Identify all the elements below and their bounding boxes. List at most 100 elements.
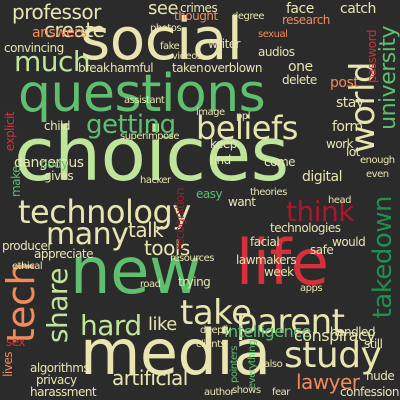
word-harmful: harmful (110, 61, 154, 75)
word-image: image (196, 107, 225, 118)
word-even: even (366, 169, 389, 180)
word-body: body (40, 157, 68, 171)
word-audios: audios (258, 45, 295, 59)
word-much: much (14, 45, 91, 78)
word-fake: fake (160, 41, 180, 52)
word-convincing: convincing (4, 41, 64, 55)
word-lawyer: lawyer (296, 370, 360, 394)
word-theories: theories (250, 187, 287, 198)
word-form: form (332, 119, 363, 135)
word-life: life (236, 226, 329, 299)
word-appreciate: appreciate (34, 247, 94, 261)
word-photos: photos (150, 23, 182, 34)
word-producer: producer (2, 239, 52, 253)
word-handled: handled (330, 325, 376, 339)
word-assistant: assistant (124, 95, 165, 106)
word-apps: apps (300, 283, 323, 294)
word-research: research (282, 13, 330, 27)
word-nude: nude (366, 369, 395, 383)
word-sexual: sexual (258, 29, 288, 40)
word-post: post (330, 75, 359, 91)
word-enough: enough (360, 155, 395, 166)
word-come: come (264, 155, 296, 169)
word-study: study (284, 335, 382, 376)
word-break: break (78, 61, 110, 75)
word-ppl: ppl (236, 111, 250, 122)
word-child: child (44, 119, 71, 133)
word-lives: lives (1, 352, 15, 377)
word-easy: easy (196, 187, 223, 201)
word-privacy: privacy (36, 373, 77, 387)
word-degree: degree (232, 11, 265, 22)
word-new: new (70, 235, 201, 309)
word-like: like (148, 314, 177, 335)
word-superimpose: superimpose (120, 131, 180, 142)
word-resources: resources (170, 253, 214, 264)
word-intelligence: intelligence (224, 322, 311, 341)
word-getting: getting (86, 110, 176, 140)
word-thought: thought (174, 9, 218, 23)
word-take: take (180, 293, 252, 333)
word-media: media (80, 316, 271, 389)
word-clients: clients (196, 339, 226, 350)
word-videos: videos (172, 51, 202, 62)
word-choices: choices (14, 112, 289, 198)
word-fear: fear (272, 387, 290, 398)
word-takedown: takedown (368, 196, 398, 319)
word-ethical: ethical (12, 261, 43, 272)
word-overblown: overblown (204, 61, 262, 75)
word-stay: stay (336, 95, 364, 111)
word-recognition: recognition (173, 188, 187, 251)
word-tools: tools (144, 236, 190, 260)
word-catch: catch (340, 1, 376, 17)
word-taken: taken (172, 61, 204, 75)
word-hard: hard (80, 309, 142, 342)
word-writer: writer (208, 37, 241, 51)
word-would: would (332, 235, 366, 249)
word-road: road (140, 279, 161, 290)
word-work: work (326, 137, 354, 151)
word-facial: facial (250, 235, 280, 249)
word-one: one (288, 59, 313, 75)
word-still: still (364, 337, 383, 351)
word-technology: technology (18, 193, 191, 231)
word-shows: shows (232, 385, 261, 396)
word-delete: delete (282, 73, 317, 87)
word-pointers: pointers (229, 346, 240, 383)
word-digital: digital (302, 169, 343, 185)
word-many: many (46, 217, 129, 252)
word-conspiracy: conspiracy (294, 326, 376, 345)
word-beliefs: beliefs (196, 109, 298, 147)
word-find: find (210, 153, 231, 167)
word-week: week (264, 265, 294, 279)
word-algorithms: algorithms (30, 361, 90, 375)
word-password: password (365, 30, 379, 83)
word-also: also (264, 359, 283, 370)
word-lawmakers: lawmakers (236, 253, 297, 267)
word-see: see (148, 0, 179, 19)
word-confession: confession (340, 385, 399, 399)
word-head: head (328, 195, 351, 206)
word-answers: answers (32, 25, 87, 41)
word-talk: talk (128, 218, 164, 242)
word-face: face (286, 1, 314, 17)
word-safe: safe (310, 243, 334, 257)
word-university: university (376, 26, 400, 130)
word-everything: everything (247, 340, 258, 389)
word-keep: keep (210, 137, 237, 151)
word-technologies: technologies (270, 221, 341, 235)
word-questions: questions (18, 64, 266, 124)
word-deeply: deeply (200, 325, 231, 336)
word-trying: trying (178, 275, 211, 289)
word-think: think (286, 195, 354, 228)
word-harassment: harassment (30, 385, 97, 399)
word-lot: lot (346, 145, 360, 159)
word-professor: professor (12, 0, 101, 24)
word-make: make (9, 166, 23, 197)
word-create: create (44, 18, 105, 42)
word-author: author (204, 387, 234, 398)
word-artificial: artificial (112, 366, 188, 390)
word-sex: sex (6, 335, 26, 349)
word-hacker: hacker (140, 175, 171, 186)
